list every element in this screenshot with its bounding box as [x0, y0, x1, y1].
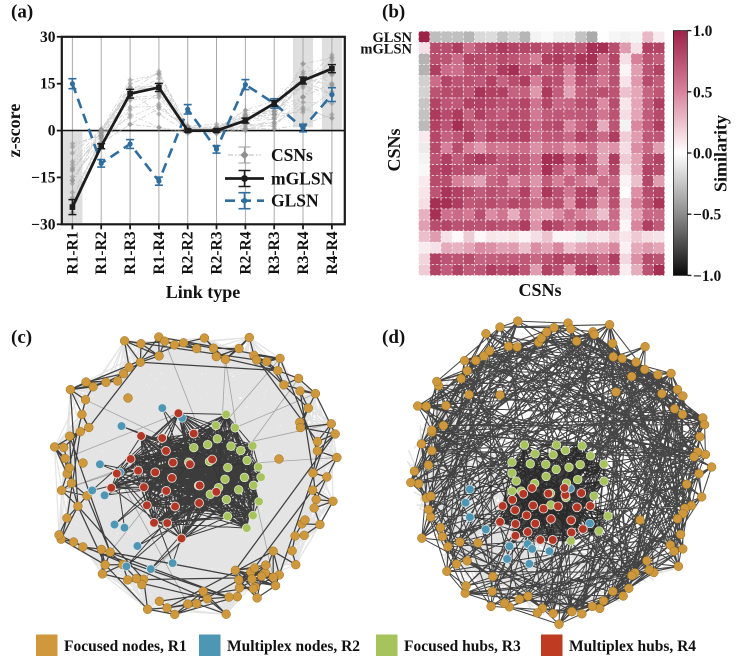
svg-text:R1-R2: R1-R2: [93, 231, 110, 274]
svg-text:(d): (d): [382, 327, 405, 348]
svg-text:GLSN: GLSN: [271, 191, 319, 211]
svg-text:mGLSN: mGLSN: [360, 42, 412, 58]
svg-text:Similarity: Similarity: [711, 115, 731, 192]
svg-text:0.0: 0.0: [693, 146, 713, 163]
svg-text:R3-R3: R3-R3: [266, 231, 283, 274]
svg-text:Multiplex nodes, R2: Multiplex nodes, R2: [227, 638, 360, 655]
svg-text:z-score: z-score: [4, 104, 24, 158]
svg-text:−15: −15: [31, 169, 56, 186]
svg-text:0: 0: [48, 123, 56, 140]
svg-text:1.0: 1.0: [693, 23, 713, 40]
svg-text:R1-R4: R1-R4: [151, 231, 168, 274]
svg-text:−0.5: −0.5: [693, 207, 721, 224]
svg-text:GLSN: GLSN: [373, 30, 413, 46]
svg-text:(c): (c): [11, 327, 32, 348]
svg-text:15: 15: [40, 76, 56, 93]
svg-text:(b): (b): [382, 2, 405, 23]
svg-text:CSNs: CSNs: [271, 145, 313, 165]
svg-text:(a): (a): [11, 2, 33, 23]
svg-text:Focused hubs, R3: Focused hubs, R3: [404, 638, 521, 655]
svg-text:R1-R1: R1-R1: [64, 232, 81, 275]
svg-text:R3-R4: R3-R4: [295, 231, 312, 274]
svg-text:30: 30: [40, 29, 56, 46]
svg-text:CSNs: CSNs: [384, 128, 404, 171]
svg-text:R2-R4: R2-R4: [237, 231, 254, 274]
svg-text:R2-R3: R2-R3: [209, 231, 226, 274]
svg-text:Multiplex hubs, R4: Multiplex hubs, R4: [569, 638, 696, 655]
svg-text:CSNs: CSNs: [518, 280, 561, 300]
svg-text:R4-R4: R4-R4: [324, 231, 341, 274]
svg-text:Link type: Link type: [166, 282, 241, 302]
svg-text:−1.0: −1.0: [693, 268, 721, 285]
svg-text:Focused nodes, R1: Focused nodes, R1: [64, 638, 187, 655]
svg-text:R1-R3: R1-R3: [122, 231, 139, 274]
svg-text:mGLSN: mGLSN: [271, 169, 334, 189]
svg-text:0.5: 0.5: [693, 84, 713, 101]
svg-text:−30: −30: [31, 216, 56, 233]
svg-text:R2-R2: R2-R2: [180, 231, 197, 274]
